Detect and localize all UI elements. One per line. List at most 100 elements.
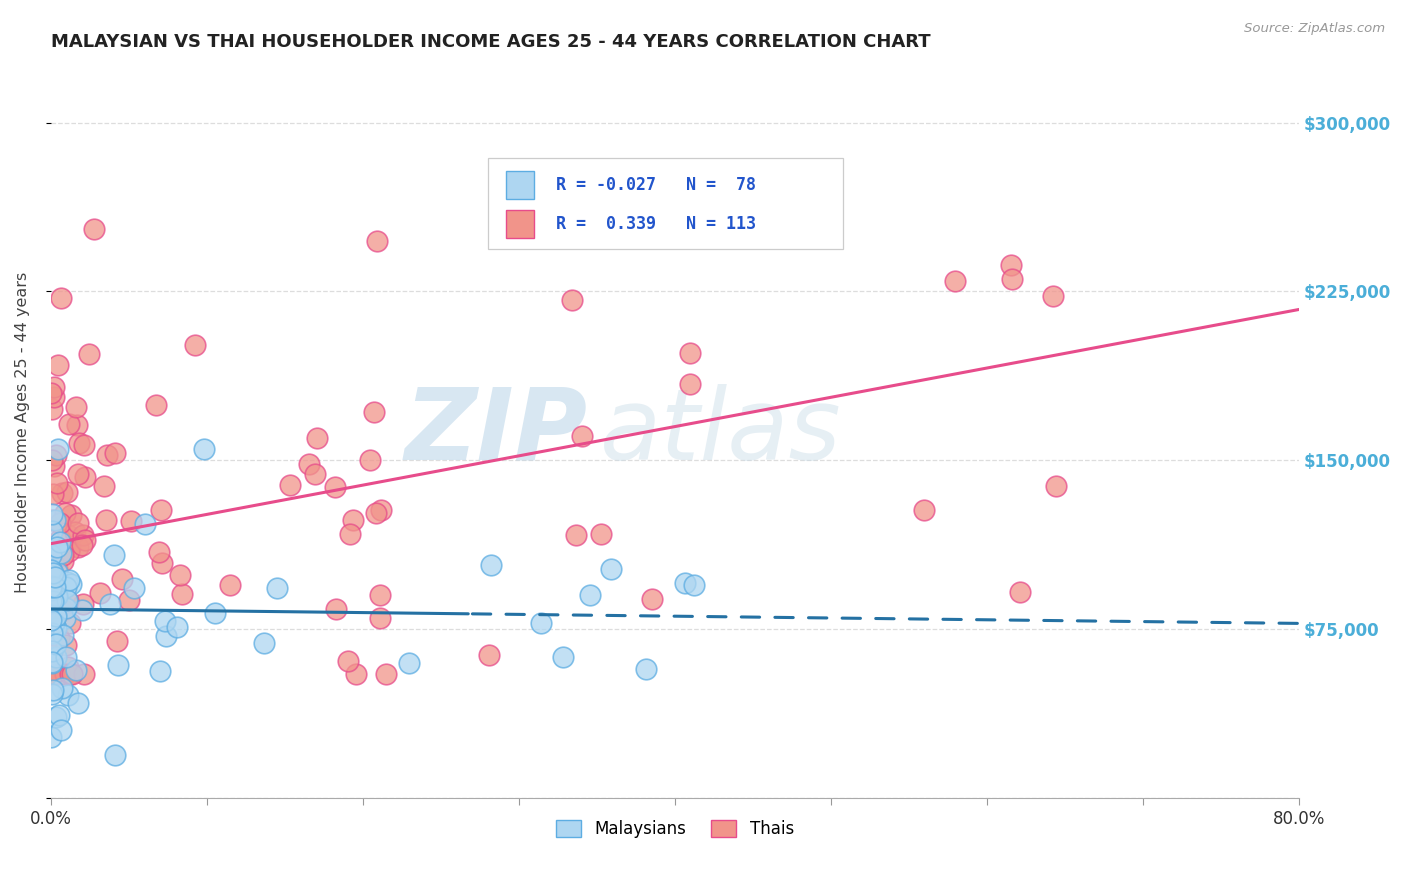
Malaysians xyxy=(45,637,67,651)
Thais xyxy=(1000,258,1022,272)
FancyBboxPatch shape xyxy=(506,171,534,199)
Thais xyxy=(45,476,67,491)
Malaysians xyxy=(673,576,696,591)
Malaysians xyxy=(266,582,288,596)
Thais xyxy=(564,527,586,541)
Malaysians xyxy=(682,578,704,592)
Malaysians xyxy=(49,723,72,737)
Malaysians xyxy=(39,561,62,575)
Thais xyxy=(58,543,80,558)
Thais xyxy=(363,405,385,419)
Malaysians xyxy=(55,601,77,615)
Thais xyxy=(48,631,70,645)
Thais xyxy=(120,514,142,528)
Thais xyxy=(48,532,70,546)
Thais xyxy=(59,615,82,630)
Thais xyxy=(66,467,89,481)
Malaysians xyxy=(44,580,66,594)
Malaysians xyxy=(122,581,145,595)
Malaysians xyxy=(551,650,574,665)
Malaysians xyxy=(72,603,94,617)
Thais xyxy=(1000,272,1022,286)
Malaysians xyxy=(41,563,63,577)
Thais xyxy=(48,601,70,615)
Malaysians xyxy=(49,546,72,560)
Thais xyxy=(65,400,87,414)
Thais xyxy=(323,480,346,494)
Thais xyxy=(75,533,97,548)
Thais xyxy=(42,566,65,580)
Thais xyxy=(304,467,326,481)
Malaysians xyxy=(65,663,87,677)
Thais xyxy=(359,453,381,467)
Thais xyxy=(72,438,94,452)
Malaysians xyxy=(479,558,502,572)
Thais xyxy=(111,572,134,586)
Thais xyxy=(66,541,89,555)
Malaysians xyxy=(253,636,276,650)
Malaysians xyxy=(103,548,125,562)
Thais xyxy=(77,346,100,360)
Malaysians xyxy=(46,442,69,456)
Malaysians xyxy=(41,507,63,521)
Thais xyxy=(56,659,79,673)
Text: R = -0.027   N =  78: R = -0.027 N = 78 xyxy=(547,176,756,194)
Malaysians xyxy=(39,583,62,598)
Thais xyxy=(368,611,391,625)
Thais xyxy=(39,667,62,681)
Malaysians xyxy=(45,621,67,635)
Thais xyxy=(70,539,93,553)
Malaysians xyxy=(44,615,66,630)
Malaysians xyxy=(49,535,72,549)
Thais xyxy=(72,667,94,681)
Malaysians xyxy=(134,516,156,531)
Malaysians xyxy=(600,562,623,576)
Malaysians xyxy=(98,597,121,611)
Thais xyxy=(41,513,63,527)
Thais xyxy=(1010,585,1032,599)
Thais xyxy=(375,667,398,681)
Thais xyxy=(48,604,70,618)
Malaysians xyxy=(193,442,215,456)
Text: Source: ZipAtlas.com: Source: ZipAtlas.com xyxy=(1244,22,1385,36)
Thais xyxy=(170,587,193,601)
Thais xyxy=(66,417,89,432)
Thais xyxy=(59,540,82,554)
Malaysians xyxy=(59,576,82,591)
Thais xyxy=(49,516,72,531)
Thais xyxy=(52,603,75,617)
Malaysians xyxy=(166,620,188,634)
Thais xyxy=(73,469,96,483)
Thais xyxy=(148,545,170,559)
Thais xyxy=(60,667,83,681)
Malaysians xyxy=(45,608,67,623)
Malaysians xyxy=(39,594,62,608)
Thais xyxy=(368,588,391,602)
Thais xyxy=(52,554,75,568)
Thais xyxy=(46,589,69,603)
Thais xyxy=(96,513,118,527)
Malaysians xyxy=(39,580,62,594)
Thais xyxy=(42,390,65,404)
Malaysians xyxy=(45,588,67,602)
Malaysians xyxy=(149,664,172,678)
Thais xyxy=(561,293,583,307)
Thais xyxy=(943,274,966,288)
Thais xyxy=(1042,289,1064,303)
Thais xyxy=(679,377,702,392)
Thais xyxy=(53,506,76,520)
Thais xyxy=(41,402,63,417)
Thais xyxy=(184,338,207,352)
Thais xyxy=(56,485,79,500)
Thais xyxy=(42,667,65,681)
Thais xyxy=(42,486,65,500)
Thais xyxy=(66,516,89,531)
Malaysians xyxy=(634,662,657,676)
Malaysians xyxy=(44,513,66,527)
Thais xyxy=(45,448,67,462)
Malaysians xyxy=(530,615,553,630)
Malaysians xyxy=(104,748,127,763)
Thais xyxy=(39,621,62,635)
Thais xyxy=(104,445,127,459)
Malaysians xyxy=(55,650,77,665)
